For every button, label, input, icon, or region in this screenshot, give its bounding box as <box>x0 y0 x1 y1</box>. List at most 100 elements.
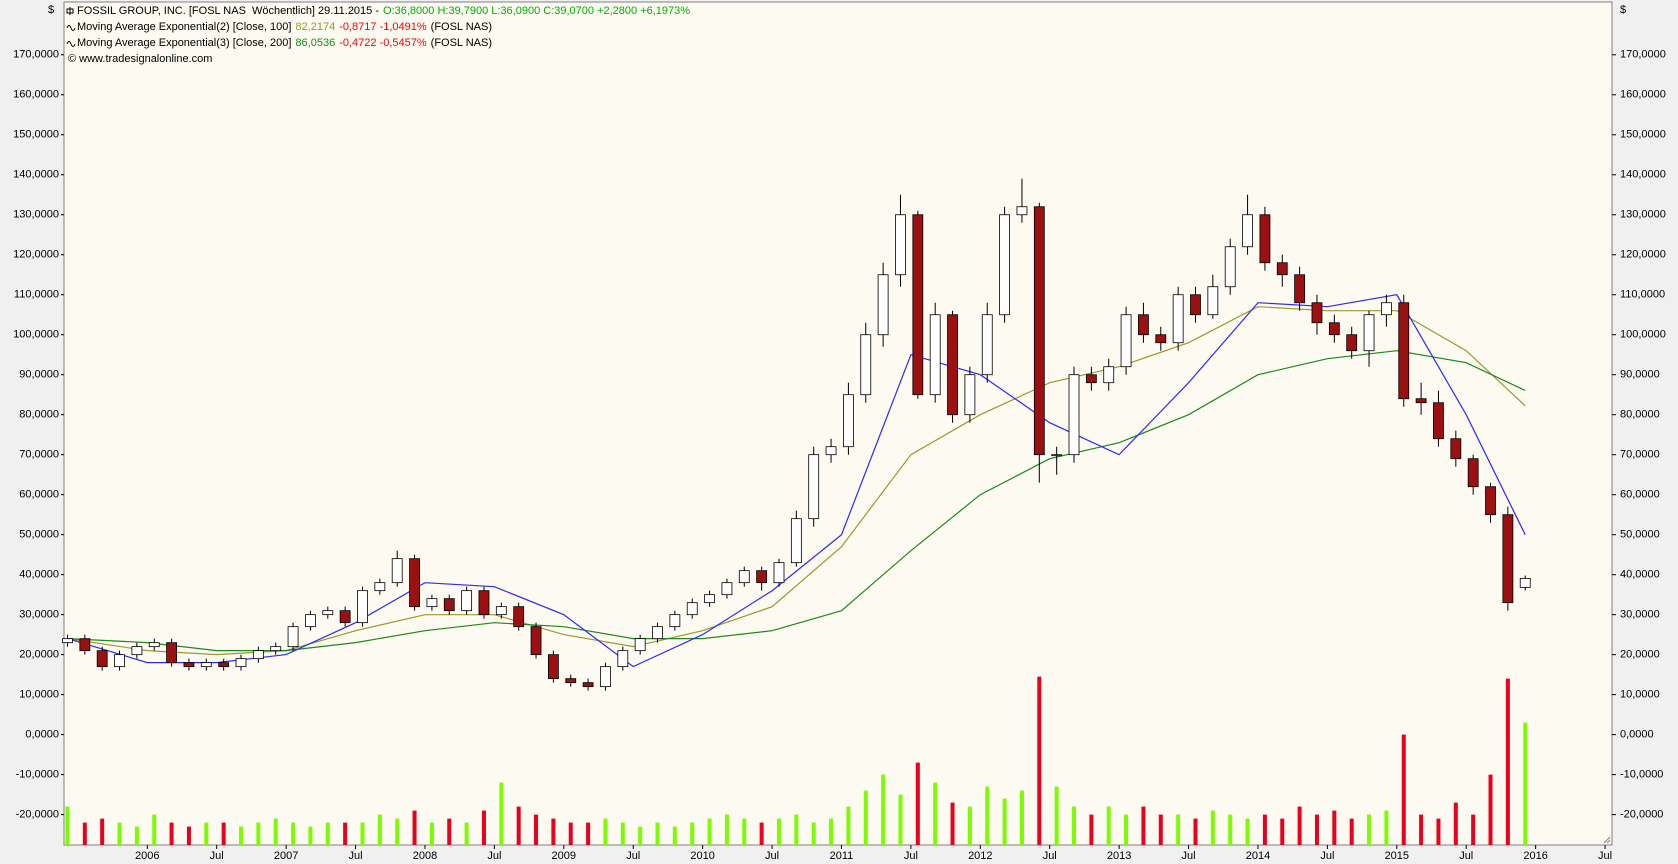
candle-body <box>305 614 316 628</box>
volume-bar <box>568 822 573 845</box>
volume-bar <box>499 782 504 845</box>
candle-body <box>1467 458 1479 488</box>
volume-bar <box>1176 814 1181 845</box>
y-tick-label: 140,0000 <box>13 169 59 181</box>
volume-bar <box>377 814 382 845</box>
candle-body <box>738 570 750 584</box>
volume-bar <box>950 802 955 845</box>
volume-bar <box>1297 806 1302 845</box>
candle-body <box>1207 286 1219 316</box>
volume-bar <box>707 818 712 845</box>
candle-body <box>426 598 438 608</box>
volume-bar <box>811 822 816 845</box>
candle-body <box>235 658 247 668</box>
candle-body <box>964 374 976 416</box>
indicator-line <box>67 350 1526 652</box>
volume-bar <box>117 822 122 845</box>
candle-body <box>565 678 577 684</box>
plot-area <box>63 1 1613 846</box>
volume-bar <box>1037 676 1042 845</box>
candle-body <box>947 314 958 416</box>
volume-bar <box>1314 814 1319 845</box>
y-tick-label-right: 130,0000 <box>1620 209 1666 221</box>
candle-body <box>1120 314 1132 368</box>
candle-body <box>166 642 177 664</box>
candle-body <box>495 606 507 616</box>
volume-bar <box>1245 818 1250 845</box>
volume-bar <box>1089 814 1094 845</box>
x-tick-label: 2006 <box>135 850 159 862</box>
volume-bar <box>724 814 729 845</box>
volume-bar <box>1228 814 1233 845</box>
x-tick-label: Jul <box>1598 850 1612 862</box>
volume-bar <box>256 822 261 845</box>
candle-icon <box>66 7 74 15</box>
volume-bar <box>1141 806 1146 845</box>
change: -0,8717 -1,0491% <box>339 21 427 33</box>
y-tick-label: 130,0000 <box>13 209 59 221</box>
candle-body <box>773 562 785 584</box>
volume-bar <box>1349 818 1354 845</box>
candle-body <box>114 654 125 668</box>
candle-body <box>1485 486 1496 516</box>
volume-bar <box>1453 802 1458 845</box>
volume-bar <box>1367 814 1372 845</box>
candle-body <box>1380 302 1392 316</box>
volume-bar <box>308 826 313 845</box>
volume-bar <box>967 806 972 845</box>
volume-bar <box>690 822 695 845</box>
candle-body <box>374 582 386 592</box>
candle-body <box>1068 374 1080 456</box>
volume-bar <box>1471 814 1476 845</box>
volume-bar <box>794 814 799 845</box>
volume-bar <box>638 826 643 845</box>
candle-body <box>1398 302 1410 400</box>
candle-body <box>478 590 490 616</box>
candle-body <box>756 570 768 584</box>
volume-bar <box>586 822 591 845</box>
candle-body <box>981 314 993 376</box>
candle-body <box>183 662 195 668</box>
volume-bar <box>395 818 400 845</box>
volume-bar <box>742 818 747 845</box>
y-tick-label-right: 50,0000 <box>1620 529 1660 541</box>
volume-bar <box>1124 814 1129 845</box>
y-tick-label-right: 0,0000 <box>1620 729 1654 741</box>
volume-bar <box>933 782 938 845</box>
candle-body <box>530 626 542 656</box>
volume-bar <box>846 806 851 845</box>
indicator-line <box>67 306 1526 656</box>
candle-body <box>1242 214 1253 248</box>
volume-bar <box>534 814 539 845</box>
volume-bar <box>481 810 486 845</box>
candle-body <box>96 650 108 668</box>
y-tick-label-right: 20,0000 <box>1620 649 1660 661</box>
volume-bar <box>1193 818 1198 845</box>
candle-body <box>1502 514 1514 604</box>
candle-body <box>669 614 681 628</box>
x-tick-label: Jul <box>626 850 640 862</box>
candle-body <box>461 590 473 612</box>
y-tick-label-right: 70,0000 <box>1620 449 1660 461</box>
volume-bar <box>65 806 70 845</box>
symbol-text: FOSSIL GROUP, INC. [FOSL NAS Wöchentlich… <box>77 5 379 17</box>
volume-bar <box>1054 786 1059 845</box>
candle-body <box>1415 398 1427 404</box>
volume-bars <box>65 676 1528 845</box>
candle-body <box>617 650 629 668</box>
candle-body <box>686 602 698 616</box>
volume-bar <box>1210 810 1215 845</box>
candle-body <box>218 662 230 668</box>
y-tick-label: 150,0000 <box>13 129 59 141</box>
symbol: (FOSL NAS) <box>431 21 492 33</box>
volume-bar <box>1002 798 1007 845</box>
y-tick-label-right: 60,0000 <box>1620 489 1660 501</box>
volume-bar <box>1401 734 1406 845</box>
candle-body <box>877 274 889 336</box>
volume-bar <box>291 822 296 845</box>
volume-bar <box>985 786 990 845</box>
x-tick-label: Jul <box>349 850 363 862</box>
x-tick-label: Jul <box>765 850 779 862</box>
volume-bar <box>1384 810 1389 845</box>
